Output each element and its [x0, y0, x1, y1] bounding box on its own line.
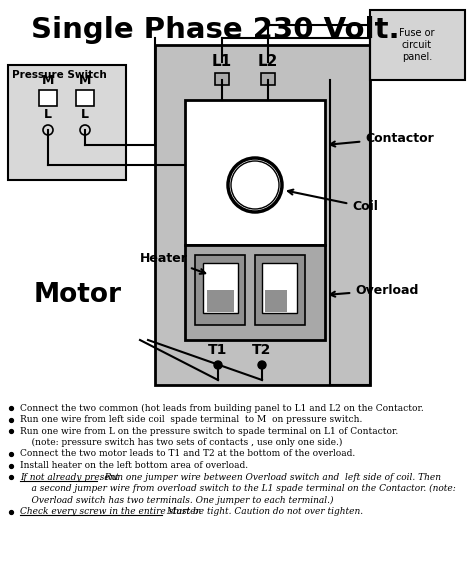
- Text: Run one wire from L on the pressure switch to spade terminal on L1 of Contactor.: Run one wire from L on the pressure swit…: [20, 426, 398, 435]
- Text: L: L: [44, 108, 52, 122]
- Text: Heater: Heater: [140, 252, 205, 274]
- Text: Motor: Motor: [34, 282, 122, 308]
- Text: Coil: Coil: [288, 190, 378, 214]
- Circle shape: [258, 361, 266, 369]
- Bar: [76, 90, 94, 106]
- Text: L1: L1: [212, 55, 232, 70]
- Text: Connect the two common (hot leads from building panel to L1 and L2 on the Contac: Connect the two common (hot leads from b…: [20, 403, 424, 412]
- Text: Run one wire from left side coil  spade terminal  to M  on pressure switch.: Run one wire from left side coil spade t…: [20, 415, 363, 424]
- Text: Pressure Switch: Pressure Switch: [12, 70, 107, 80]
- Text: If not already present: If not already present: [20, 472, 119, 482]
- Bar: [255, 255, 305, 325]
- Text: Install heater on the left bottom area of overload.: Install heater on the left bottom area o…: [20, 461, 248, 470]
- Text: Overload: Overload: [330, 283, 419, 297]
- Text: (note: pressure switch has two sets of contacts , use only one side.): (note: pressure switch has two sets of c…: [20, 438, 342, 447]
- Text: Connect the two motor leads to T1 and T2 at the bottom of the overload.: Connect the two motor leads to T1 and T2…: [20, 449, 355, 458]
- Bar: [203, 263, 238, 313]
- Text: T1: T1: [208, 343, 228, 357]
- Bar: [8, 65, 126, 180]
- Bar: [215, 73, 229, 85]
- Ellipse shape: [10, 223, 146, 367]
- Text: M: M: [79, 74, 91, 86]
- Text: Overload switch has two terminals. One jumper to each terminal.): Overload switch has two terminals. One j…: [20, 495, 334, 505]
- Text: Must be tight. Caution do not over tighten.: Must be tight. Caution do not over tight…: [164, 507, 363, 516]
- Text: L: L: [81, 108, 89, 122]
- Bar: [155, 45, 370, 385]
- Bar: [39, 90, 57, 106]
- Text: Fuse or
circuit
panel.: Fuse or circuit panel.: [399, 28, 435, 62]
- Circle shape: [231, 161, 279, 209]
- Bar: [261, 73, 275, 85]
- Text: L2: L2: [258, 55, 278, 70]
- Text: Check every screw in the entire starter.: Check every screw in the entire starter.: [20, 507, 201, 516]
- Bar: [370, 10, 465, 80]
- Bar: [195, 255, 245, 325]
- Bar: [185, 100, 325, 245]
- Text: Contactor: Contactor: [330, 131, 434, 146]
- Text: M: M: [42, 74, 54, 86]
- Text: a second jumper wire from overload switch to the L1 spade terminal on the Contac: a second jumper wire from overload switc…: [20, 484, 456, 493]
- Circle shape: [214, 361, 222, 369]
- Bar: [207, 290, 234, 312]
- Bar: [185, 245, 325, 340]
- Ellipse shape: [14, 227, 142, 363]
- Text: T2: T2: [252, 343, 272, 357]
- Text: . Run one jumper wire between Overload switch and  left side of coil. Then: . Run one jumper wire between Overload s…: [99, 472, 441, 482]
- Bar: [262, 263, 297, 313]
- Bar: [265, 290, 287, 312]
- Text: Single Phase 230 Volt.: Single Phase 230 Volt.: [31, 16, 399, 44]
